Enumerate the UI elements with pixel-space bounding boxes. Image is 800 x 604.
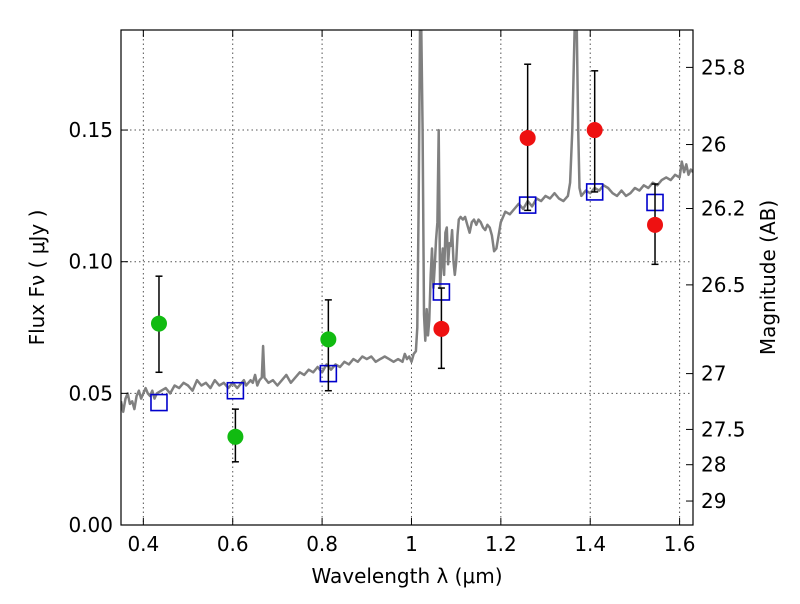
x-tick-label: 0.4 <box>127 532 159 556</box>
y2-axis-ticks: 25.8 26 26.2 26.5 27 27.5 28 29 <box>686 55 746 513</box>
y2-tick-label: 27.5 <box>701 417 746 441</box>
model-square-marker <box>226 381 245 400</box>
plot-frame <box>120 29 694 526</box>
y2-tick-label: 26.5 <box>701 273 746 297</box>
spectrum-line <box>121 30 693 414</box>
model-spectrum-layer <box>121 30 693 414</box>
data-point <box>586 122 603 139</box>
data-point <box>320 331 337 348</box>
model-photometry-layer <box>150 183 664 412</box>
y-tick-label: 0.10 <box>68 250 113 274</box>
observed-points-layer <box>150 122 664 445</box>
y-axis-title: Flux Fν ( μJy ) <box>25 210 49 346</box>
data-point <box>433 320 450 337</box>
x-tick-label: 0.6 <box>217 532 249 556</box>
data-point <box>647 216 664 233</box>
error-bars-layer <box>155 63 659 463</box>
x-axis-title: Wavelength λ (μm) <box>311 564 502 588</box>
y2-axis-title: Magnitude (AB) <box>756 200 780 355</box>
model-square-marker <box>150 393 168 412</box>
y2-tick-label: 28 <box>701 453 726 477</box>
y2-tick-label: 26.2 <box>701 197 746 221</box>
data-point <box>227 428 244 445</box>
y2-tick-label: 29 <box>701 489 726 513</box>
y2-tick-label: 25.8 <box>701 55 746 79</box>
y-tick-label: 0.15 <box>68 118 113 142</box>
x-tick-label: 1.2 <box>485 532 517 556</box>
x-tick-label: 1.6 <box>664 532 696 556</box>
x-tick-label: 1.4 <box>574 532 606 556</box>
grid-lines <box>121 30 693 526</box>
y-tick-label: 0.00 <box>68 513 113 537</box>
x-tick-label: 1 <box>405 532 418 556</box>
data-point <box>519 129 536 146</box>
x-axis-ticks: 0.4 0.6 0.8 1 1.2 1.4 1.6 <box>127 30 696 556</box>
data-point <box>150 315 167 332</box>
y2-tick-label: 26 <box>701 133 726 157</box>
y-axis-ticks: 0.00 0.05 0.10 0.15 <box>68 118 128 537</box>
y2-tick-label: 27 <box>701 362 726 386</box>
x-tick-label: 0.8 <box>306 532 338 556</box>
y-tick-label: 0.05 <box>68 381 113 405</box>
